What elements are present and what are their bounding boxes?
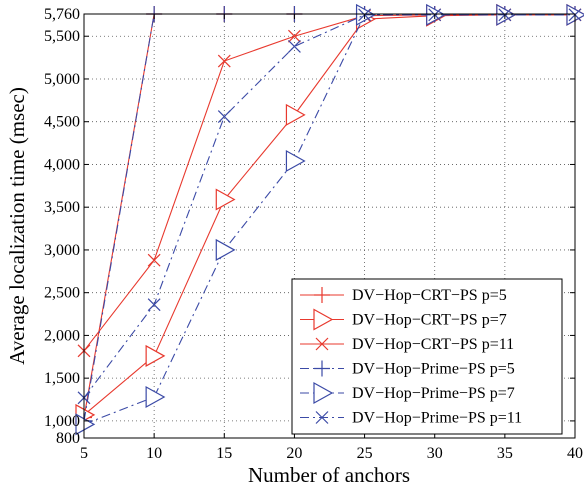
legend-label: DV−Hop−CRT−PS p=11 [352, 336, 514, 353]
legend-label: DV−Hop−Prime−PS p=11 [352, 410, 522, 427]
y-tick-label: 3,500 [44, 199, 80, 216]
legend-entry: DV−Hop−CRT−PS p=11 [300, 336, 514, 353]
y-tick-label: 2,000 [44, 327, 80, 344]
x-tick-label: 35 [497, 445, 513, 462]
data-point [285, 150, 306, 173]
legend-marker [315, 337, 329, 351]
y-tick-label: 2,500 [44, 285, 80, 302]
x-tick-label: 5 [80, 445, 88, 462]
y-tick-label: 4,500 [44, 114, 80, 131]
x-tick-label: 30 [427, 445, 443, 462]
series-line [83, 14, 575, 425]
data-point [145, 385, 166, 408]
y-axis-label: Average localization time (msec) [5, 87, 29, 365]
data-point [288, 29, 301, 43]
data-point [215, 238, 236, 261]
y-tick-label: 1,000 [44, 413, 80, 430]
x-tick-label: 15 [216, 445, 232, 462]
grid-lines [84, 14, 575, 438]
legend-label: DV−Hop−CRT−PS p=7 [352, 312, 507, 329]
data-point [217, 110, 231, 124]
data-point [285, 103, 306, 126]
x-tick-label: 25 [357, 445, 373, 462]
legend-marker [315, 411, 329, 424]
x-tick-label: 20 [286, 445, 302, 462]
legend-entry: DV−Hop−Prime−PS p=11 [300, 410, 522, 427]
legend-entry: DV−Hop−Prime−PS p=5 [300, 360, 515, 378]
y-tick-label: 800 [56, 430, 80, 447]
data-point [288, 40, 301, 53]
legend-entry: DV−Hop−CRT−PS p=5 [300, 287, 507, 304]
legend-label: DV−Hop−Prime−PS p=7 [352, 385, 515, 402]
y-tick-label: 3,000 [44, 242, 80, 259]
x-tick-label: 40 [567, 445, 583, 462]
legend-marker [313, 308, 334, 331]
data-point [75, 413, 96, 436]
legend-label: DV−Hop−CRT−PS p=5 [352, 287, 507, 304]
y-tick-label: 1,500 [44, 370, 80, 387]
legend: DV−Hop−CRT−PS p=5 DV−Hop−CRT−PS p=7 DV−Hop… [291, 278, 563, 435]
y-tick-label: 5,760 [44, 6, 80, 23]
y-tick-label: 5,000 [44, 71, 80, 88]
legend-marker [314, 360, 330, 377]
legend-label: DV−Hop−Prime−PS p=5 [352, 361, 515, 378]
plot-frame [83, 13, 576, 439]
data-point [215, 188, 236, 211]
x-tick-label: 10 [146, 445, 162, 462]
data-point [217, 54, 231, 68]
data-point [145, 344, 166, 367]
y-tick-label: 4,000 [44, 156, 80, 173]
data-point [147, 298, 161, 312]
data-point [147, 253, 161, 267]
x-axis-label: Number of anchors [248, 463, 410, 487]
legend-box [291, 278, 563, 435]
legend-marker [314, 287, 330, 303]
legend-marker [313, 381, 334, 405]
series-line [83, 14, 575, 399]
y-tick-label: 5,500 [44, 28, 80, 45]
legend-entry: DV−Hop−Prime−PS p=7 [300, 381, 515, 405]
legend-entry: DV−Hop−CRT−PS p=7 [300, 308, 507, 331]
